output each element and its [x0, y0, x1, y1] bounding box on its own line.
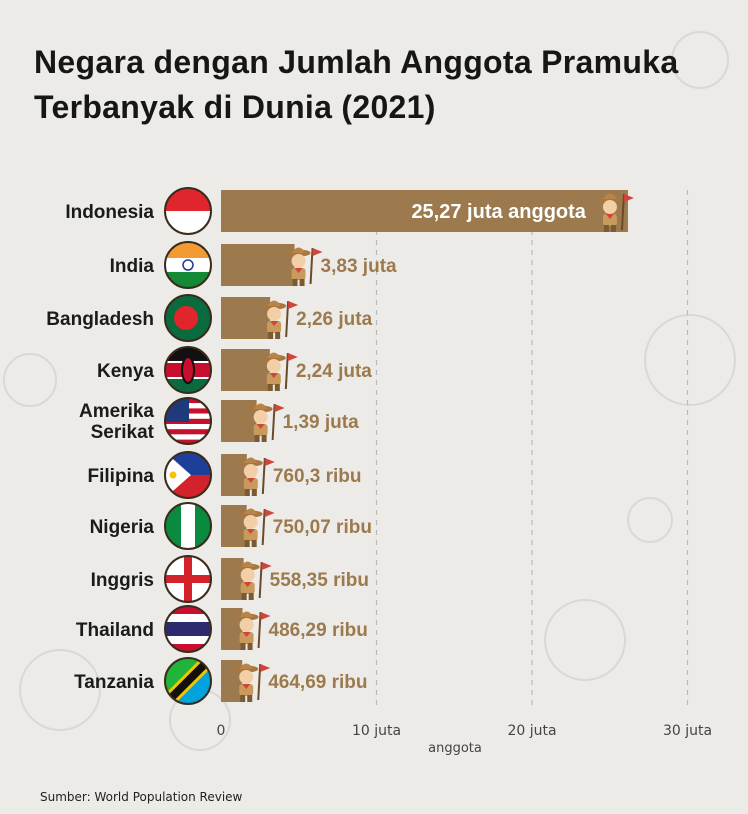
bar [221, 454, 247, 496]
bar [221, 190, 628, 232]
data-labels: 25,27 juta anggota 3,83 juta 2,26 juta 2,24… [268, 201, 587, 693]
data-label: 2,24 juta [296, 361, 372, 382]
nigeria-flag-icon [164, 502, 212, 550]
data-label: 760,3 ribu [273, 466, 362, 487]
category-label: Indonesia [65, 202, 154, 223]
scout-icon [234, 663, 271, 702]
category-label: Nigeria [90, 517, 155, 538]
indonesia-flag-icon [164, 187, 212, 235]
background-doodle [627, 497, 673, 543]
category-label: Filipina [88, 466, 155, 487]
data-label: 750,07 ribu [273, 517, 372, 538]
background-doodles [3, 31, 736, 751]
page-title: Negara dengan Jumlah Anggota Pramuka Ter… [34, 44, 679, 125]
thailand-flag-icon [164, 605, 212, 653]
scout-icon [261, 352, 298, 391]
category-label: India [110, 256, 155, 277]
x-tick-label: 30 juta [663, 723, 712, 739]
data-label: 3,83 juta [321, 256, 397, 277]
tanzania-flag-icon [164, 657, 212, 705]
x-tick-label: 0 [217, 723, 226, 739]
usa-flag-icon [164, 397, 212, 445]
background-doodle [544, 599, 626, 681]
bar [221, 349, 270, 391]
flags [164, 187, 212, 705]
kenya-flag-icon [164, 346, 212, 394]
scout-icon [597, 193, 634, 232]
data-label: 558,35 ribu [270, 570, 369, 591]
bar [221, 400, 257, 442]
scout-icon [238, 457, 275, 496]
bangladesh-flag-icon [164, 294, 212, 342]
data-label: 1,39 juta [283, 412, 359, 433]
category-label: Thailand [76, 620, 154, 641]
x-axis-label: anggota [428, 741, 482, 756]
england-flag-icon [164, 555, 212, 603]
x-tick-label: 20 juta [507, 723, 556, 739]
india-flag-icon [164, 241, 212, 289]
philippines-flag-icon [164, 451, 212, 499]
scout-icon [234, 611, 271, 650]
data-label: 25,27 juta anggota [411, 201, 586, 223]
category-label: Bangladesh [46, 309, 154, 330]
scout-icon [262, 300, 299, 339]
bar [221, 505, 247, 547]
background-doodle [644, 314, 736, 406]
category-label: Amerika Serikat [79, 401, 155, 443]
category-label: Inggris [91, 570, 154, 591]
source-note: Sumber: World Population Review [40, 790, 243, 804]
background-doodle [671, 31, 729, 89]
x-axis: 0 10 juta 20 juta 30 juta anggota [217, 723, 713, 756]
data-label: 464,69 ribu [268, 672, 367, 693]
x-tick-label: 10 juta [352, 723, 401, 739]
scout-icon [248, 403, 285, 442]
bars [221, 190, 634, 702]
data-label: 486,29 ribu [269, 620, 368, 641]
scout-icon [235, 561, 272, 600]
background-doodle [19, 649, 101, 731]
bar [221, 297, 271, 339]
scout-icon [238, 508, 275, 547]
scout-icon [286, 247, 323, 286]
bar [221, 244, 295, 286]
background-doodle [3, 353, 57, 407]
gridlines [375, 190, 689, 708]
data-label: 2,26 juta [296, 309, 372, 330]
category-label: Tanzania [74, 672, 154, 693]
category-labels: Indonesia India Bangladesh Kenya Amerika Seri… [46, 202, 154, 693]
category-label: Kenya [97, 361, 154, 382]
